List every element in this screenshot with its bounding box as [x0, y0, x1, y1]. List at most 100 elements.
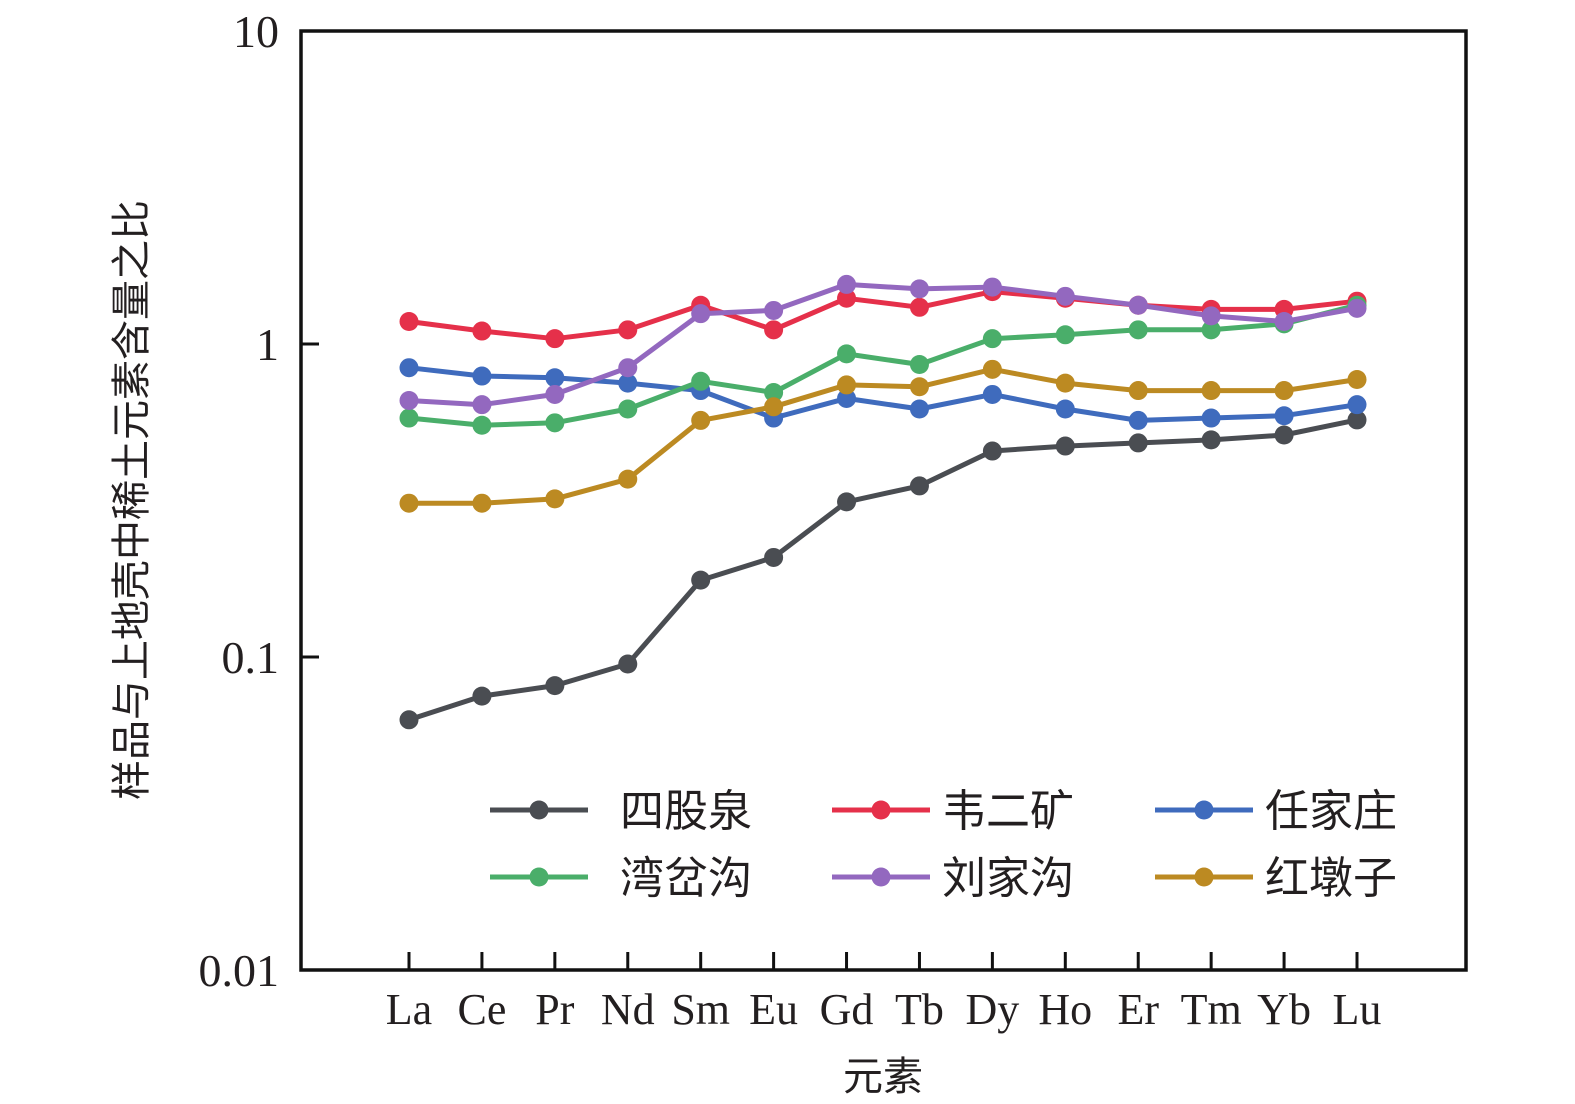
x-tick-label: Ce — [457, 985, 506, 1034]
legend-swatch-marker — [871, 867, 891, 887]
data-point — [982, 329, 1002, 349]
data-point — [1201, 320, 1221, 340]
x-tick-label: Gd — [820, 985, 874, 1034]
data-point — [472, 366, 492, 386]
data-point — [764, 320, 784, 340]
y-tick-label: 1 — [256, 319, 279, 370]
data-point — [545, 329, 565, 349]
data-point — [1347, 395, 1367, 415]
data-point — [1128, 433, 1148, 453]
data-point — [472, 415, 492, 435]
x-tick-label: Lu — [1333, 985, 1382, 1034]
y-axis-title: 样品与上地壳中稀土元素含量之比 — [109, 200, 155, 800]
series-line — [408, 281, 1358, 408]
data-point — [618, 358, 638, 378]
data-point — [837, 274, 857, 294]
data-point — [1201, 430, 1221, 450]
data-point — [399, 408, 419, 428]
legend-item: 四股泉 — [490, 786, 752, 837]
data-point — [472, 493, 492, 513]
data-point — [1347, 298, 1367, 318]
data-point — [837, 388, 857, 408]
data-point — [909, 377, 929, 397]
legend-item: 湾岔沟 — [490, 853, 752, 904]
data-point — [837, 288, 857, 308]
data-point — [1274, 312, 1294, 332]
data-point — [1128, 320, 1148, 340]
data-point — [399, 493, 419, 513]
data-point — [1347, 410, 1367, 430]
legend-label: 四股泉 — [620, 786, 752, 837]
legend-swatch-marker — [871, 800, 891, 820]
data-point — [399, 358, 419, 378]
legend-swatch-marker — [529, 800, 549, 820]
x-tick-label: Dy — [965, 985, 1019, 1034]
legend-label: 任家庄 — [1265, 786, 1397, 837]
data-point — [1055, 373, 1075, 393]
x-tick-label: Tm — [1181, 985, 1242, 1034]
data-point — [399, 390, 419, 410]
data-point — [1055, 399, 1075, 419]
x-tick-label: Pr — [535, 985, 574, 1034]
x-tick-label: Ho — [1038, 985, 1092, 1034]
series-line — [408, 302, 1358, 428]
series-line — [408, 417, 1358, 723]
data-point — [472, 321, 492, 341]
data-point — [691, 304, 711, 324]
data-point — [837, 375, 857, 395]
legend-swatch-marker — [1194, 800, 1214, 820]
data-point — [982, 277, 1002, 297]
x-tick-label: Tb — [895, 985, 944, 1034]
data-point — [909, 399, 929, 419]
data-point — [1201, 381, 1221, 401]
data-point — [764, 397, 784, 417]
series-4 — [399, 274, 1367, 415]
x-tick-label: Eu — [749, 985, 798, 1034]
data-point — [618, 654, 638, 674]
data-point — [1347, 370, 1367, 390]
data-point — [1128, 381, 1148, 401]
data-point — [1201, 306, 1221, 326]
series-line — [408, 365, 1358, 423]
legend-label: 刘家沟 — [942, 853, 1074, 904]
data-point — [472, 686, 492, 706]
data-point — [909, 355, 929, 375]
series-line — [408, 289, 1358, 342]
x-tick-label: Sm — [671, 985, 730, 1034]
series-5 — [399, 359, 1367, 513]
data-point — [909, 476, 929, 496]
legend-swatch-marker — [1194, 867, 1214, 887]
data-point — [764, 300, 784, 320]
data-point — [1274, 425, 1294, 445]
data-point — [545, 384, 565, 404]
y-tick-label: 10 — [233, 6, 279, 57]
data-point — [618, 469, 638, 489]
series-layer — [399, 274, 1367, 730]
legend-item: 韦二矿 — [832, 786, 1074, 837]
data-point — [399, 710, 419, 730]
series-0 — [399, 410, 1367, 730]
data-point — [1128, 295, 1148, 315]
data-point — [691, 410, 711, 430]
data-point — [1274, 381, 1294, 401]
x-tick-label: Nd — [601, 985, 655, 1034]
data-point — [837, 344, 857, 364]
data-point — [1055, 436, 1075, 456]
y-tick-label: 0.01 — [199, 945, 280, 996]
series-2 — [399, 358, 1367, 430]
x-tick-label: Yb — [1257, 985, 1311, 1034]
data-point — [618, 399, 638, 419]
data-point — [982, 441, 1002, 461]
x-axis-title: 元素 — [843, 1054, 923, 1100]
data-point — [909, 279, 929, 299]
data-point — [691, 570, 711, 590]
data-point — [618, 373, 638, 393]
data-point — [764, 382, 784, 402]
legend-label: 红墩子 — [1265, 853, 1397, 904]
data-point — [837, 492, 857, 512]
data-point — [618, 320, 638, 340]
legend-label: 韦二矿 — [942, 786, 1074, 837]
data-point — [909, 297, 929, 317]
legend-item: 红墩子 — [1155, 853, 1397, 904]
data-point — [764, 547, 784, 567]
